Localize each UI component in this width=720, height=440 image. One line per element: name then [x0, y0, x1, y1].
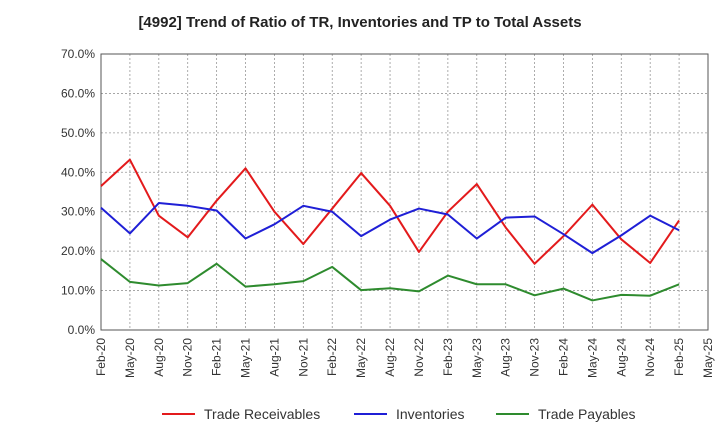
legend-item: Trade Receivables [162, 406, 320, 422]
legend-label: Trade Receivables [204, 406, 320, 422]
y-tick-label: 40.0% [61, 165, 95, 179]
y-tick-label: 70.0% [61, 47, 95, 61]
x-tick-label: Aug-21 [267, 338, 281, 377]
legend-item: Trade Payables [496, 406, 636, 422]
y-tick-label: 30.0% [61, 205, 95, 219]
gridlines [101, 53, 708, 330]
x-tick-label: May-22 [354, 338, 368, 378]
chart-title: [4992] Trend of Ratio of TR, Inventories… [138, 14, 582, 31]
series-1 [100, 202, 680, 255]
x-tick-label: Nov-24 [643, 338, 657, 377]
series-line [100, 202, 680, 255]
x-tick-label: Feb-22 [325, 338, 339, 376]
x-tick-label: Nov-20 [181, 338, 195, 377]
plot-frame [100, 53, 709, 331]
series-2 [100, 258, 680, 302]
y-tick-label: 0.0% [68, 323, 96, 337]
legend-label: Trade Payables [538, 406, 636, 422]
x-tick-label: Aug-23 [499, 338, 513, 377]
x-tick-label: Feb-21 [210, 338, 224, 376]
x-tick-label: Nov-23 [528, 338, 542, 377]
x-tick-label: May-23 [470, 338, 484, 378]
y-tick-label: 10.0% [61, 284, 95, 298]
x-tick-label: Feb-23 [441, 338, 455, 376]
x-tick-label: Feb-20 [94, 338, 108, 376]
axes: 0.0% 10.0% 20.0% 30.0% 40.0% 50.0% 60.0% 70.0% F… [61, 47, 715, 378]
legend-label: Inventories [396, 406, 464, 422]
x-tick-label: Nov-22 [412, 338, 426, 377]
plot-area [101, 54, 708, 330]
x-tick-label: Nov-21 [296, 338, 310, 377]
x-tick-label: Feb-24 [556, 338, 570, 376]
x-tick-label: May-21 [239, 338, 253, 378]
x-tick-label: Feb-25 [672, 338, 686, 376]
series-line [100, 158, 680, 265]
x-tick-label: Aug-20 [152, 338, 166, 377]
x-tick-label: Aug-24 [614, 338, 628, 377]
series-line [100, 258, 680, 302]
x-tick-label: May-24 [585, 338, 599, 378]
x-tick-label: May-20 [123, 338, 137, 378]
x-tick-label: Aug-22 [383, 338, 397, 377]
y-tick-label: 20.0% [61, 244, 95, 258]
legend-item: Inventories [354, 406, 464, 422]
x-tick-label: May-25 [701, 338, 715, 378]
legend: Trade Receivables Inventories Trade Payabl… [162, 406, 636, 422]
y-tick-label: 60.0% [61, 86, 95, 100]
series-0 [100, 158, 680, 265]
y-tick-label: 50.0% [61, 126, 95, 140]
series-lines [100, 158, 680, 302]
